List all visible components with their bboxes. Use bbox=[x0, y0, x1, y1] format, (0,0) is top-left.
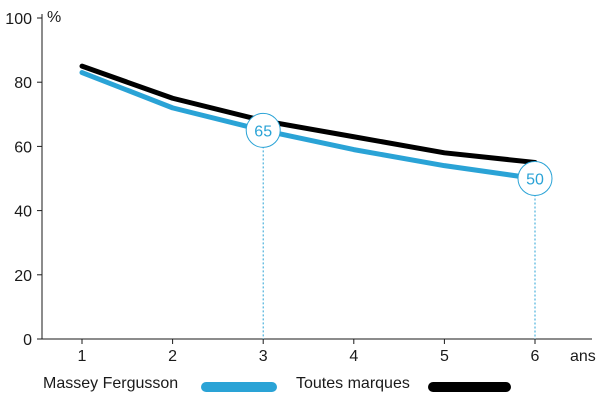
series-lines bbox=[79, 63, 538, 181]
callout-circle bbox=[245, 112, 281, 148]
series-line-toutes-marques bbox=[79, 63, 538, 165]
legend-label: Toutes marques bbox=[296, 375, 410, 392]
x-tick-label: 3 bbox=[259, 348, 268, 365]
callout-label: 50 bbox=[526, 172, 544, 189]
y-tick-label: 20 bbox=[14, 268, 32, 285]
series-line-massey-fergusson bbox=[79, 70, 538, 181]
x-tick-label: 6 bbox=[531, 348, 540, 365]
y-tick-label: 0 bbox=[23, 332, 32, 349]
callout-circle bbox=[517, 161, 553, 196]
x-tick-label: 1 bbox=[78, 348, 87, 365]
x-tick-label: 4 bbox=[349, 348, 358, 365]
x-tick-label: 5 bbox=[440, 348, 449, 365]
y-tick-label: 100 bbox=[5, 11, 32, 28]
x-tick-label: 2 bbox=[168, 348, 177, 365]
callouts: 65 50 bbox=[245, 112, 553, 196]
y-tick-label: 60 bbox=[14, 139, 32, 156]
axes: 0 20 40 60 80 100 % 1 2 3 4 5 6 ans bbox=[5, 9, 596, 365]
y-tick-label: 80 bbox=[14, 75, 32, 92]
y-axis-label: % bbox=[47, 9, 61, 26]
legend: Massey Fergusson Toutes marques bbox=[43, 375, 511, 392]
x-axis-label: ans bbox=[570, 348, 596, 365]
guide-lines bbox=[262, 130, 536, 339]
y-tick-label: 40 bbox=[14, 204, 32, 221]
callout-label: 65 bbox=[254, 123, 272, 140]
legend-label: Massey Fergusson bbox=[43, 375, 178, 392]
